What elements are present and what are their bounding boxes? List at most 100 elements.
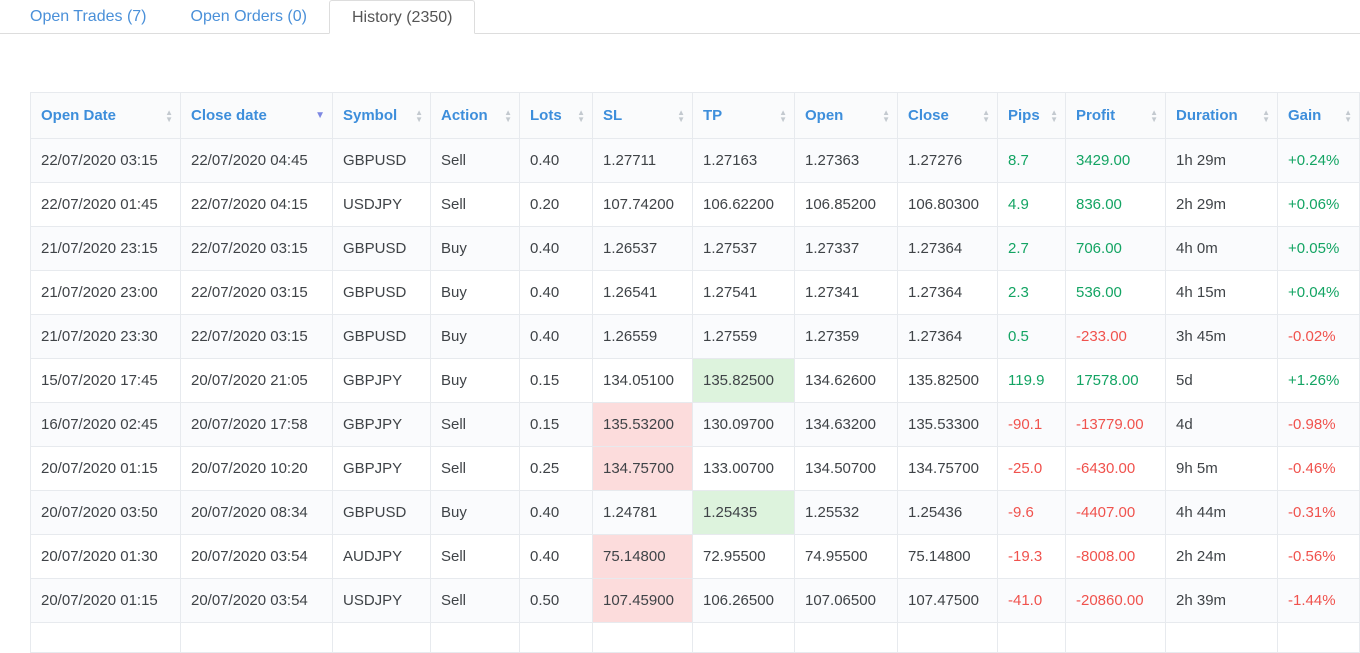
column-header-open_date[interactable]: Open Date ▲ ▼ [30,92,181,139]
cell-action: Buy [430,358,520,403]
cell-profit: -8008.00 [1065,534,1166,579]
sort-desc-icon: ▼ [315,109,325,121]
column-label: Close [908,107,949,124]
cell-open_date: 22/07/2020 03:15 [30,138,181,183]
column-header-gain[interactable]: Gain ▲ ▼ [1277,92,1360,139]
cell-lots: 0.25 [519,446,593,491]
cell-sl: 134.75700 [592,446,693,491]
cell-action: Buy [430,490,520,535]
column-header-sl[interactable]: SL ▲ ▼ [592,92,693,139]
sort-icon: ▲ ▼ [577,107,585,124]
table-row-partial [30,622,1360,653]
cell-open_date: 21/07/2020 23:15 [30,226,181,271]
cell-tp: 1.27541 [692,270,795,315]
cell-profit: -233.00 [1065,314,1166,359]
cell-duration: 4d [1165,402,1278,447]
sort-icon: ▲ ▼ [982,107,990,124]
cell-close_date: 20/07/2020 08:34 [180,490,333,535]
column-header-action[interactable]: Action ▲ ▼ [430,92,520,139]
table-header-row: Open Date ▲ ▼ Close date ▼ Symbol ▲ ▼ Action ▲ ▼ Lo… [30,92,1360,139]
column-label: Open [805,107,844,124]
cell-pips: -25.0 [997,446,1066,491]
column-label: Close date [191,107,267,124]
cell-gain: -0.31% [1277,490,1360,535]
cell-lots: 0.40 [519,314,593,359]
cell-profit: 836.00 [1065,182,1166,227]
cell-lots: 0.15 [519,358,593,403]
cell-empty [1065,622,1166,653]
sort-icon: ▲ ▼ [1150,107,1158,124]
cell-duration: 4h 44m [1165,490,1278,535]
column-header-close_date[interactable]: Close date ▼ [180,92,333,139]
cell-tp: 135.82500 [692,358,795,403]
cell-duration: 2h 24m [1165,534,1278,579]
cell-duration: 3h 45m [1165,314,1278,359]
column-header-profit[interactable]: Profit ▲ ▼ [1065,92,1166,139]
cell-close_date: 20/07/2020 21:05 [180,358,333,403]
tab-history[interactable]: History (2350) [328,0,476,34]
cell-action: Sell [430,534,520,579]
column-header-tp[interactable]: TP ▲ ▼ [692,92,795,139]
cell-duration: 4h 0m [1165,226,1278,271]
cell-sl: 1.26559 [592,314,693,359]
cell-tp: 1.25435 [692,490,795,535]
tab-bar: Open Trades (7) Open Orders (0) History (2… [0,0,1360,34]
cell-sl: 1.27711 [592,138,693,183]
cell-pips: -19.3 [997,534,1066,579]
cell-symbol: AUDJPY [332,534,431,579]
column-header-pips[interactable]: Pips ▲ ▼ [997,92,1066,139]
cell-pips: -9.6 [997,490,1066,535]
table-row: 21/07/2020 23:30 22/07/2020 03:15 GBPUSD Bu… [30,314,1360,359]
cell-close_date: 22/07/2020 03:15 [180,226,333,271]
cell-empty [180,622,333,653]
cell-lots: 0.40 [519,138,593,183]
cell-close_date: 20/07/2020 17:58 [180,402,333,447]
cell-open_date: 22/07/2020 01:45 [30,182,181,227]
cell-empty [1165,622,1278,653]
sort-icon: ▲ ▼ [1344,107,1352,124]
cell-symbol: USDJPY [332,578,431,623]
cell-tp: 1.27559 [692,314,795,359]
column-header-duration[interactable]: Duration ▲ ▼ [1165,92,1278,139]
column-header-lots[interactable]: Lots ▲ ▼ [519,92,593,139]
cell-close: 135.82500 [897,358,998,403]
cell-close: 1.27276 [897,138,998,183]
cell-duration: 9h 5m [1165,446,1278,491]
cell-empty [430,622,520,653]
column-label: SL [603,107,623,124]
cell-open: 1.27359 [794,314,898,359]
cell-gain: +0.06% [1277,182,1360,227]
cell-symbol: USDJPY [332,182,431,227]
cell-empty [592,622,693,653]
cell-action: Sell [430,138,520,183]
tab-open-trades[interactable]: Open Trades (7) [30,8,147,25]
cell-symbol: GBPUSD [332,490,431,535]
sort-icon: ▲ ▼ [1262,107,1270,124]
column-header-open[interactable]: Open ▲ ▼ [794,92,898,139]
cell-open_date: 20/07/2020 01:15 [30,578,181,623]
cell-tp: 72.95500 [692,534,795,579]
cell-sl: 1.26537 [592,226,693,271]
sort-icon: ▲ ▼ [779,107,787,124]
cell-action: Buy [430,226,520,271]
cell-empty [794,622,898,653]
cell-sl: 1.26541 [592,270,693,315]
sort-icon: ▲ ▼ [165,107,173,124]
cell-empty [897,622,998,653]
column-header-close[interactable]: Close ▲ ▼ [897,92,998,139]
cell-open: 107.06500 [794,578,898,623]
cell-empty [519,622,593,653]
tab-open-orders[interactable]: Open Orders (0) [190,8,307,25]
cell-gain: -0.98% [1277,402,1360,447]
cell-duration: 2h 39m [1165,578,1278,623]
cell-tp: 1.27537 [692,226,795,271]
cell-empty [997,622,1066,653]
cell-open: 134.63200 [794,402,898,447]
column-label: Action [441,107,488,124]
cell-lots: 0.40 [519,270,593,315]
cell-open: 1.27363 [794,138,898,183]
cell-sl: 134.05100 [592,358,693,403]
cell-profit: -6430.00 [1065,446,1166,491]
column-header-symbol[interactable]: Symbol ▲ ▼ [332,92,431,139]
cell-empty [692,622,795,653]
